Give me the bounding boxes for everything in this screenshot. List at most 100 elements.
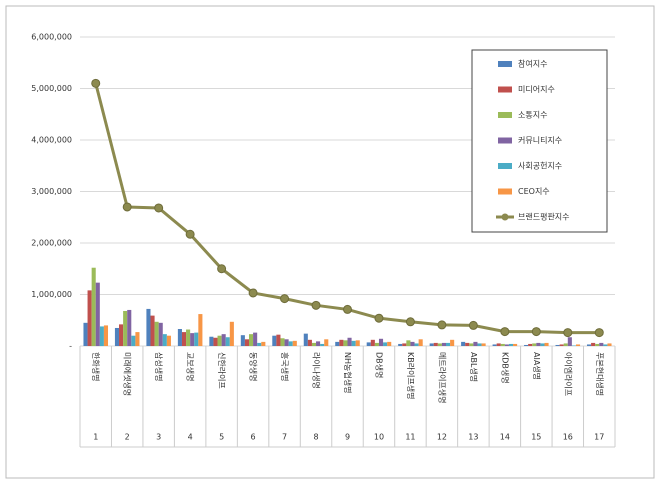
- x-tick-label: ABL생명: [469, 352, 479, 382]
- bar: [374, 342, 379, 346]
- legend-label: 사회공헌지수: [518, 162, 562, 171]
- bar: [437, 343, 442, 346]
- bar: [261, 341, 266, 346]
- x-tick-label: 라이나생명: [312, 352, 322, 389]
- line-marker: [500, 327, 510, 337]
- bar: [123, 310, 128, 346]
- legend-swatch: [498, 137, 512, 144]
- rank-label: 4: [188, 433, 193, 442]
- line-marker: [468, 320, 478, 330]
- bar: [135, 332, 140, 346]
- bar: [555, 344, 560, 346]
- bar: [257, 342, 262, 346]
- bar: [198, 314, 203, 346]
- bar: [441, 342, 447, 346]
- rank-label: 16: [563, 433, 573, 442]
- rank-label: 5: [219, 433, 224, 442]
- x-tick-label: KDB생명: [500, 352, 510, 384]
- bar: [320, 343, 325, 346]
- legend-swatch: [498, 112, 512, 118]
- bar: [154, 321, 159, 346]
- bar: [307, 339, 312, 346]
- bar: [450, 339, 455, 346]
- rank-label: 10: [374, 433, 384, 442]
- rank-label: 15: [531, 433, 541, 442]
- bar: [571, 345, 576, 346]
- bar: [414, 343, 419, 346]
- bar: [536, 342, 541, 346]
- bar: [469, 343, 474, 346]
- bar: [504, 344, 509, 346]
- bar: [378, 338, 384, 346]
- bar: [544, 342, 549, 346]
- bar: [87, 290, 92, 346]
- bar: [398, 343, 403, 346]
- bar: [603, 344, 608, 346]
- rank-label: 1: [93, 433, 98, 442]
- bar: [496, 343, 501, 346]
- legend-label: 미디어지수: [518, 84, 555, 94]
- bar: [418, 339, 423, 346]
- x-tick-label: 미래에셋생명: [123, 352, 133, 396]
- bar: [528, 343, 533, 346]
- bar: [465, 342, 470, 346]
- bar: [240, 335, 245, 346]
- bar: [276, 334, 281, 346]
- legend-label: CEO지수: [518, 187, 550, 196]
- bar: [473, 341, 478, 346]
- legend-swatch: [498, 188, 512, 195]
- rank-label: 14: [500, 433, 510, 442]
- bar: [95, 282, 100, 346]
- bar: [607, 343, 612, 346]
- y-tick-label: -: [69, 342, 72, 351]
- rank-label: 7: [282, 433, 287, 442]
- legend-label: 소통지수: [518, 111, 547, 120]
- bar: [500, 343, 505, 346]
- legend-label: 브랜드평판지수: [518, 212, 570, 222]
- bar: [343, 340, 348, 346]
- bar: [127, 309, 132, 346]
- x-tick-label: AIA생명: [532, 352, 542, 380]
- rank-label: 13: [468, 433, 478, 442]
- bar: [272, 335, 277, 346]
- bar: [190, 333, 195, 346]
- bar: [83, 322, 88, 346]
- bar: [213, 337, 218, 346]
- bar: [280, 338, 285, 346]
- y-tick-label: 4,000,000: [31, 136, 72, 145]
- y-tick-label: 3,000,000: [31, 187, 72, 196]
- bar: [166, 335, 171, 346]
- bar: [586, 344, 592, 346]
- x-tick-label: 흥국생명: [280, 352, 290, 381]
- bar: [595, 343, 600, 346]
- bar: [229, 321, 234, 346]
- bar: [217, 335, 222, 346]
- line-marker: [122, 202, 132, 212]
- bar: [119, 324, 124, 346]
- x-tick-label: 메트라이프생명: [437, 352, 447, 404]
- legend-marker: [501, 213, 509, 221]
- x-tick-label: 동양생명: [249, 352, 259, 381]
- x-tick-label: 한화생명: [91, 352, 101, 381]
- bar: [131, 335, 136, 346]
- bar: [284, 339, 289, 346]
- bar: [366, 342, 371, 346]
- line-marker: [185, 229, 195, 239]
- bar: [591, 342, 596, 346]
- legend-label: 커뮤니티지수: [518, 135, 562, 145]
- bar: [347, 337, 352, 346]
- line-marker: [437, 320, 447, 330]
- legend-swatch: [498, 86, 512, 93]
- bar: [513, 343, 518, 346]
- line-marker: [91, 78, 101, 88]
- bar: [225, 337, 230, 346]
- x-tick-label: 삼성생명: [154, 352, 164, 381]
- bar: [383, 342, 388, 346]
- bar: [99, 326, 104, 346]
- bar: [446, 342, 451, 346]
- bar: [91, 267, 96, 346]
- legend-swatch: [498, 61, 512, 67]
- bar: [303, 333, 308, 346]
- y-tick-label: 1,000,000: [31, 290, 72, 299]
